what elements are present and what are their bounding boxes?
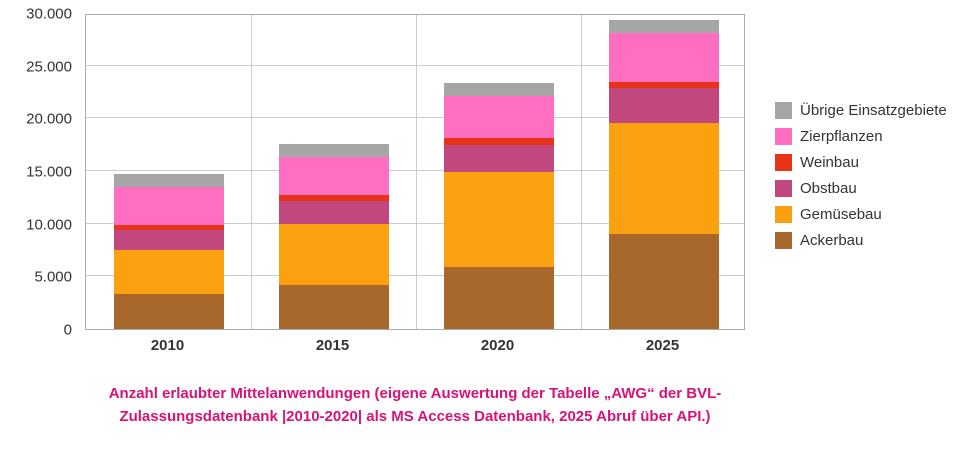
plot-area [85,14,745,330]
bar-segment-uebrige-einsatzgebiete [113,174,224,187]
legend-swatch [775,232,792,249]
legend-label: Obstbau [800,180,857,197]
v-gridline [251,15,252,329]
y-tick-label: 15.000 [26,163,72,181]
bar-segment-ackerbau [113,294,224,329]
h-gridline [86,222,744,224]
y-tick-label: 25.000 [26,58,72,76]
h-gridline [86,64,744,66]
legend-label: Weinbau [800,154,859,171]
y-tick-label: 30.000 [26,5,72,23]
y-tick-label: 5.000 [34,268,72,286]
x-tick-label: 2010 [150,337,185,354]
legend-item-zierpflanzen: Zierpflanzen [775,128,947,145]
bar-segment-gemuesebau [443,172,554,267]
x-tick-label: 2015 [315,337,350,354]
bar-segment-weinbau [608,81,719,88]
bar-segment-weinbau [278,195,389,201]
caption-line-1: Anzahl erlaubter Mittelanwendungen (eige… [108,385,722,402]
bar-segment-uebrige-einsatzgebiete [608,20,719,34]
legend-label: Übrige Einsatzgebiete [800,102,947,119]
bar-segment-ackerbau [443,266,554,329]
bar-segment-uebrige-einsatzgebiete [443,82,554,97]
y-axis: 0 5.000 10.000 15.000 20.000 25.000 30.000 [0,6,78,339]
x-tick-label: 2020 [480,337,515,354]
legend-item-obstbau: Obstbau [775,180,947,197]
legend-swatch [775,180,792,197]
x-axis: 2010 2015 2020 2025 [85,337,745,354]
legend-item-uebrige-einsatzgebiete: Übrige Einsatzgebiete [775,102,947,119]
bar-segment-obstbau [278,200,389,224]
bar-segment-gemuesebau [608,122,719,235]
v-gridline [581,15,582,329]
y-tick-label: 0 [63,321,72,339]
bar-segment-zierpflanzen [608,33,719,82]
legend-label: Zierpflanzen [800,128,883,145]
legend-swatch [775,102,792,119]
bar-2015 [278,143,389,329]
legend-swatch [775,128,792,145]
bar-segment-uebrige-einsatzgebiete [278,143,389,158]
bar-segment-ackerbau [608,234,719,329]
bar-segment-obstbau [443,144,554,173]
v-gridline [416,15,417,329]
bar-2010 [113,174,224,329]
y-tick-label: 20.000 [26,110,72,128]
bar-segment-gemuesebau [278,223,389,285]
h-gridline [86,117,744,119]
bar-segment-ackerbau [278,284,389,329]
bar-segment-weinbau [443,138,554,145]
legend-label: Ackerbau [800,232,864,249]
legend-item-gemuesebau: Gemüsebau [775,206,947,223]
legend-label: Gemüsebau [800,206,882,223]
bar-2020 [443,82,554,329]
bar-segment-zierpflanzen [278,157,389,196]
bar-segment-weinbau [113,224,224,231]
h-gridline [86,170,744,171]
bar-segment-obstbau [608,87,719,123]
legend-item-weinbau: Weinbau [775,154,947,171]
x-tick-label: 2025 [645,337,680,354]
legend-swatch [775,206,792,223]
caption-line-2: Zulassungsdatenbank |2010-2020| als MS A… [119,407,711,425]
legend: Übrige Einsatzgebiete Zierpflanzen Weinbau… [775,102,947,249]
legend-swatch [775,154,792,171]
bar-segment-obstbau [113,230,224,251]
bar-segment-zierpflanzen [443,96,554,139]
y-tick-label: 10.000 [26,216,72,234]
legend-item-ackerbau: Ackerbau [775,232,947,249]
bar-segment-gemuesebau [113,250,224,295]
bar-segment-zierpflanzen [113,186,224,225]
h-gridline [86,275,744,277]
chart-caption: Anzahl erlaubter Mittelanwendungen (eige… [85,383,745,428]
bar-2025 [608,20,719,329]
